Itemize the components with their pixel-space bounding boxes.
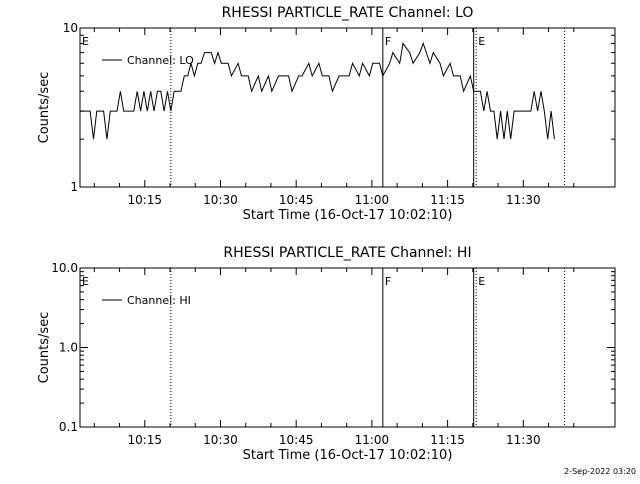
legend-label: Channel: LO	[127, 54, 194, 67]
x-tick-label: 10:30	[203, 433, 238, 447]
event-marker-label: E	[82, 35, 89, 48]
x-tick-label: 10:15	[127, 433, 162, 447]
event-marker-label: E	[478, 275, 485, 288]
y-tick-label: 0.1	[59, 420, 78, 434]
x-tick-label: 11:15	[430, 193, 465, 207]
x-tick-label: 10:45	[279, 193, 314, 207]
legend-label: Channel: HI	[127, 294, 191, 307]
x-axis-label: Start Time (16-Oct-17 10:02:10)	[243, 208, 453, 223]
event-marker-label: F	[385, 35, 391, 48]
y-axis-label: Counts/sec	[37, 312, 52, 384]
event-marker-label: F	[385, 275, 391, 288]
panel-hi: RHESSI PARTICLE_RATE Channel: HI 10:15 10:…	[37, 245, 616, 463]
x-tick-label: 11:00	[355, 193, 390, 207]
x-tick-label: 10:15	[127, 193, 162, 207]
panel-lo: RHESSI PARTICLE_RATE Channel: LO 10:15 10:…	[37, 5, 616, 223]
plot-frame	[79, 267, 616, 428]
x-tick-label: 10:30	[203, 193, 238, 207]
y-axis-label: Counts/sec	[37, 72, 52, 144]
y-tick-label: 10	[63, 21, 78, 35]
x-axis-label: Start Time (16-Oct-17 10:02:10)	[243, 448, 453, 463]
x-tick-label: 11:15	[430, 433, 465, 447]
x-tick-label: 10:45	[279, 433, 314, 447]
footer-timestamp: 2-Sep-2022 03:20	[564, 467, 636, 476]
y-tick-label: 10.0	[51, 261, 78, 275]
y-tick-label: 1	[70, 180, 78, 194]
event-marker-label: E	[478, 35, 485, 48]
x-tick-label: 11:30	[506, 193, 541, 207]
chart-title: RHESSI PARTICLE_RATE Channel: LO	[222, 5, 474, 21]
x-tick-label: 11:00	[355, 433, 390, 447]
y-tick-label: 1.0	[59, 341, 78, 355]
event-marker-label: E	[82, 275, 89, 288]
chart-title: RHESSI PARTICLE_RATE Channel: HI	[223, 245, 471, 261]
series-line-lo	[80, 41, 555, 140]
x-tick-label: 11:30	[506, 433, 541, 447]
plot-frame	[79, 27, 616, 188]
